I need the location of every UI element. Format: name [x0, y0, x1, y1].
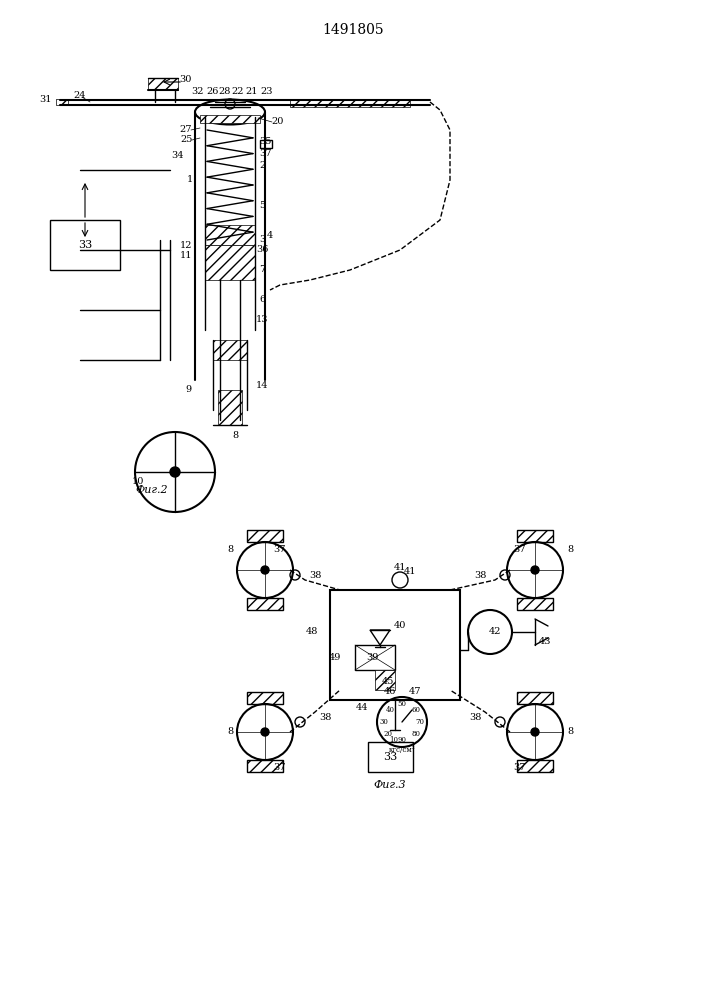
Text: 36: 36 [256, 245, 268, 254]
Text: 13: 13 [256, 316, 268, 324]
Text: 26: 26 [207, 88, 219, 97]
Text: 39: 39 [366, 654, 378, 662]
Circle shape [261, 566, 269, 574]
Text: 8: 8 [227, 546, 233, 554]
Text: 34: 34 [172, 150, 185, 159]
Text: 11: 11 [180, 250, 192, 259]
Text: 42: 42 [489, 628, 501, 637]
Text: 80: 80 [411, 730, 421, 738]
Circle shape [531, 566, 539, 574]
Bar [247, 760, 283, 772]
Bar [50, 220, 120, 270]
Bar [247, 598, 283, 610]
Ellipse shape [195, 100, 265, 124]
Text: 8: 8 [227, 728, 233, 736]
Circle shape [170, 467, 180, 477]
Text: 20: 20 [271, 117, 284, 126]
Bar [368, 742, 413, 772]
Circle shape [531, 728, 539, 736]
Text: 4: 4 [267, 231, 273, 239]
Text: 48: 48 [306, 628, 318, 637]
Text: 37: 37 [514, 546, 526, 554]
Text: 21: 21 [246, 88, 258, 97]
Text: 22: 22 [232, 88, 244, 97]
Bar [290, 99, 410, 107]
Bar [517, 530, 553, 542]
Bar [517, 598, 553, 610]
Text: 32: 32 [192, 88, 204, 97]
Text: Фиг.2: Фиг.2 [136, 485, 168, 495]
Text: 31: 31 [39, 96, 51, 104]
Text: 6: 6 [259, 296, 265, 304]
Bar [247, 530, 283, 542]
Text: 10: 10 [390, 736, 399, 744]
Bar [247, 692, 283, 704]
Text: 14: 14 [256, 380, 268, 389]
Text: 60: 60 [411, 706, 421, 714]
Text: 37: 37 [274, 546, 286, 554]
Text: кгс/см²: кгс/см² [389, 746, 415, 754]
Polygon shape [370, 630, 390, 645]
Bar [205, 245, 255, 280]
Text: 43: 43 [539, 638, 551, 647]
Bar [56, 99, 68, 105]
Text: 44: 44 [356, 704, 368, 712]
Bar [355, 645, 395, 670]
Bar [375, 670, 395, 690]
Text: Фиг.3: Фиг.3 [374, 780, 407, 790]
Text: 38: 38 [319, 712, 331, 722]
Bar [260, 140, 272, 148]
Text: 49: 49 [329, 652, 341, 662]
Text: 10: 10 [132, 478, 144, 487]
Text: 30: 30 [380, 718, 388, 726]
Text: 70: 70 [416, 718, 424, 726]
Text: 33: 33 [78, 240, 92, 250]
Text: 25: 25 [181, 135, 193, 144]
Text: 37: 37 [274, 762, 286, 772]
Text: 33: 33 [383, 752, 397, 762]
Text: 38: 38 [309, 570, 321, 580]
Bar [213, 340, 247, 360]
Text: 23: 23 [261, 88, 273, 97]
Text: 41: 41 [404, 568, 416, 576]
Bar [205, 225, 255, 245]
Text: 1: 1 [187, 176, 193, 184]
Text: 8: 8 [232, 430, 238, 440]
Text: 38: 38 [469, 712, 481, 722]
Text: 41: 41 [394, 564, 407, 572]
Text: 30: 30 [179, 76, 191, 85]
Text: 47: 47 [409, 688, 421, 696]
Text: 24: 24 [74, 91, 86, 100]
Text: 9: 9 [185, 385, 191, 394]
Bar [200, 115, 260, 123]
Text: 27: 27 [180, 125, 192, 134]
Circle shape [261, 728, 269, 736]
Text: 7: 7 [259, 265, 265, 274]
Bar [517, 692, 553, 704]
Text: 8: 8 [567, 728, 573, 736]
Bar [330, 590, 460, 700]
Text: 40: 40 [394, 620, 407, 630]
Text: 35: 35 [259, 137, 271, 146]
Text: 12: 12 [180, 240, 192, 249]
Bar [218, 390, 242, 425]
Text: 40: 40 [385, 706, 395, 714]
Text: 38: 38 [474, 570, 486, 580]
Text: 28: 28 [218, 88, 231, 97]
Text: 37: 37 [514, 762, 526, 772]
Text: 46: 46 [384, 688, 396, 696]
Text: 37: 37 [259, 148, 271, 157]
Text: 90: 90 [397, 736, 407, 744]
Text: 20: 20 [383, 730, 392, 738]
Text: 5: 5 [259, 200, 265, 210]
Text: 50: 50 [397, 700, 407, 708]
Text: 2: 2 [259, 160, 265, 169]
Text: 3: 3 [259, 235, 265, 244]
Text: 1491805: 1491805 [322, 23, 384, 37]
Text: 8: 8 [567, 546, 573, 554]
Text: 45: 45 [382, 678, 395, 686]
Bar [148, 78, 178, 90]
Bar [517, 760, 553, 772]
